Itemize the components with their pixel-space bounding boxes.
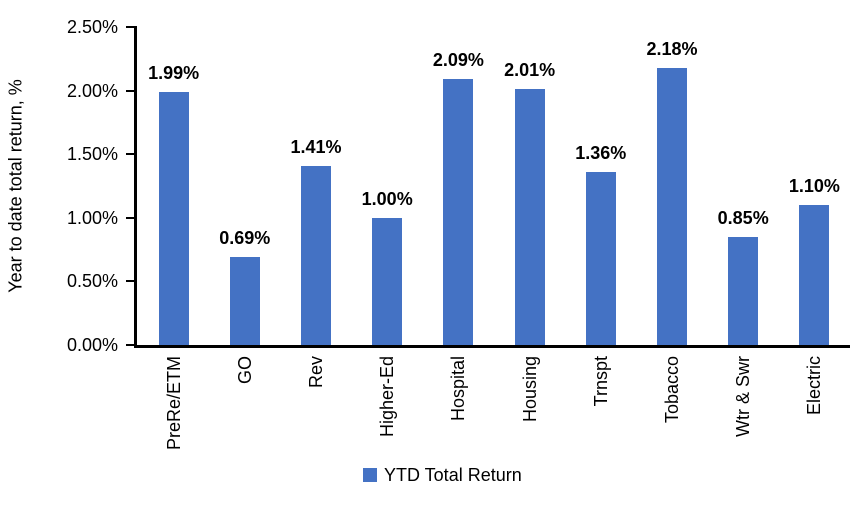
- y-tick-label: 0.50%: [66, 271, 118, 292]
- bar: [728, 237, 759, 345]
- y-tick-mark: [126, 280, 134, 283]
- y-axis-line: [134, 26, 137, 347]
- bar-value-label: 2.18%: [646, 39, 698, 59]
- bar: [301, 166, 331, 345]
- legend-label: YTD Total Return: [384, 465, 522, 485]
- y-tick-mark: [126, 216, 134, 219]
- bar: [443, 79, 474, 345]
- bar-value-label: 2.01%: [504, 60, 556, 80]
- bar: [229, 257, 260, 345]
- x-axis-label: Electric: [804, 356, 825, 416]
- y-tick-label: 2.00%: [66, 80, 118, 101]
- x-axis-label: Rev: [306, 356, 326, 389]
- bar-value-label: 1.99%: [148, 63, 200, 83]
- y-tick-mark: [126, 344, 134, 346]
- bar-value-label: 2.09%: [432, 50, 484, 70]
- bar-value-label: 1.00%: [361, 189, 413, 209]
- bar-value-label: 1.41%: [290, 137, 342, 157]
- x-axis-label: Wtr & Swr: [733, 356, 754, 437]
- bar-value-label: 0.85%: [717, 208, 769, 228]
- x-axis-label: Tobacco: [662, 356, 682, 424]
- x-axis-label: Trnspt: [590, 356, 611, 407]
- x-axis-line: [134, 345, 850, 348]
- y-tick-mark: [126, 26, 134, 28]
- bar-value-label: 1.36%: [575, 143, 627, 163]
- bar: [372, 218, 403, 345]
- bar-value-label: 1.10%: [788, 176, 840, 196]
- y-axis-title: Year to date total return, %: [0, 27, 32, 345]
- bar-value-label: 0.69%: [219, 228, 271, 248]
- y-tick-label: 2.50%: [66, 17, 118, 37]
- y-tick-label: 1.00%: [66, 207, 118, 228]
- x-axis-label: PreRe/ETM: [163, 356, 184, 451]
- bar: [514, 89, 545, 345]
- legend: YTD Total Return: [363, 464, 522, 486]
- legend-marker: [363, 468, 377, 482]
- y-tick-mark: [126, 89, 134, 92]
- y-tick-mark: [126, 153, 134, 156]
- bar: [158, 92, 189, 345]
- x-axis-label: Housing: [519, 356, 540, 423]
- bar: [657, 68, 687, 345]
- y-axis-title-text: Year to date total return, %: [6, 79, 26, 293]
- bar: [799, 205, 830, 345]
- y-tick-label: 1.50%: [66, 144, 118, 165]
- bar: [585, 172, 616, 345]
- x-axis-label: Hospital: [448, 356, 469, 422]
- x-axis-label: GO: [234, 356, 255, 385]
- y-tick-label: 0.00%: [66, 335, 118, 355]
- x-axis-label: Higher-Ed: [377, 356, 398, 438]
